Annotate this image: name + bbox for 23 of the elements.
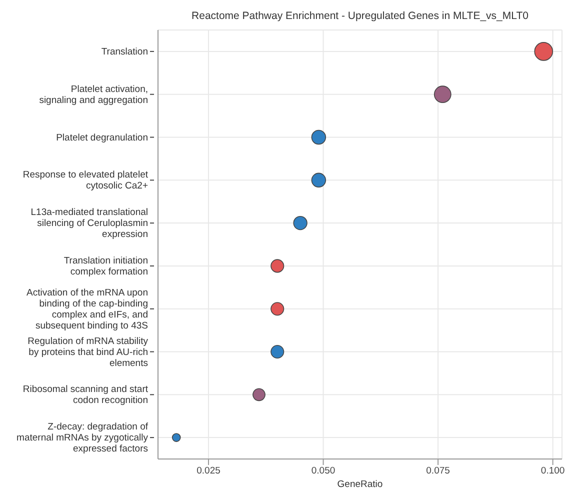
y-tick-label: Response to elevated platelet cytosolic Ca2+ (22, 169, 148, 192)
y-tick-label: Platelet degranulation (56, 132, 148, 143)
y-tick-label: Platelet activation, signaling and aggregation (39, 83, 148, 106)
point (270, 302, 284, 316)
point (252, 388, 266, 402)
y-tick-label: Regulation of mRNA stability by proteins that bind AU-rich elements (28, 335, 148, 368)
y-tick-label: Activation of the mRNA upon binding of the cap-binding complex and eIFs, and subsequent binding to 43S (26, 286, 148, 331)
x-tick-label: 0.025 (196, 466, 220, 477)
x-axis-title: GeneRatio (337, 479, 383, 490)
chart-title: Reactome Pathway Enrichment - Upregulated Genes in MLTE_vs_MLT0 (190, 10, 530, 22)
y-tick-label: Translation initiation complex formation (64, 254, 148, 277)
point (293, 216, 308, 230)
x-tick-label: 0.100 (540, 466, 565, 477)
y-tick-label: Z-decay: degradation of maternal mRNAs by zygotically expressed factors (16, 421, 148, 454)
point (311, 130, 326, 145)
point (311, 172, 326, 188)
x-tick-label: 0.075 (426, 466, 450, 477)
y-tick-label: Ribosomal scanning and start codon recognition (22, 384, 148, 406)
point (270, 344, 284, 359)
point (270, 259, 284, 273)
y-tick-label: Translation (101, 46, 148, 57)
x-tick-label: 0.050 (311, 466, 336, 477)
y-tick-label: L13a-mediated translational silencing of Ceruloplasmin expression (30, 206, 148, 240)
